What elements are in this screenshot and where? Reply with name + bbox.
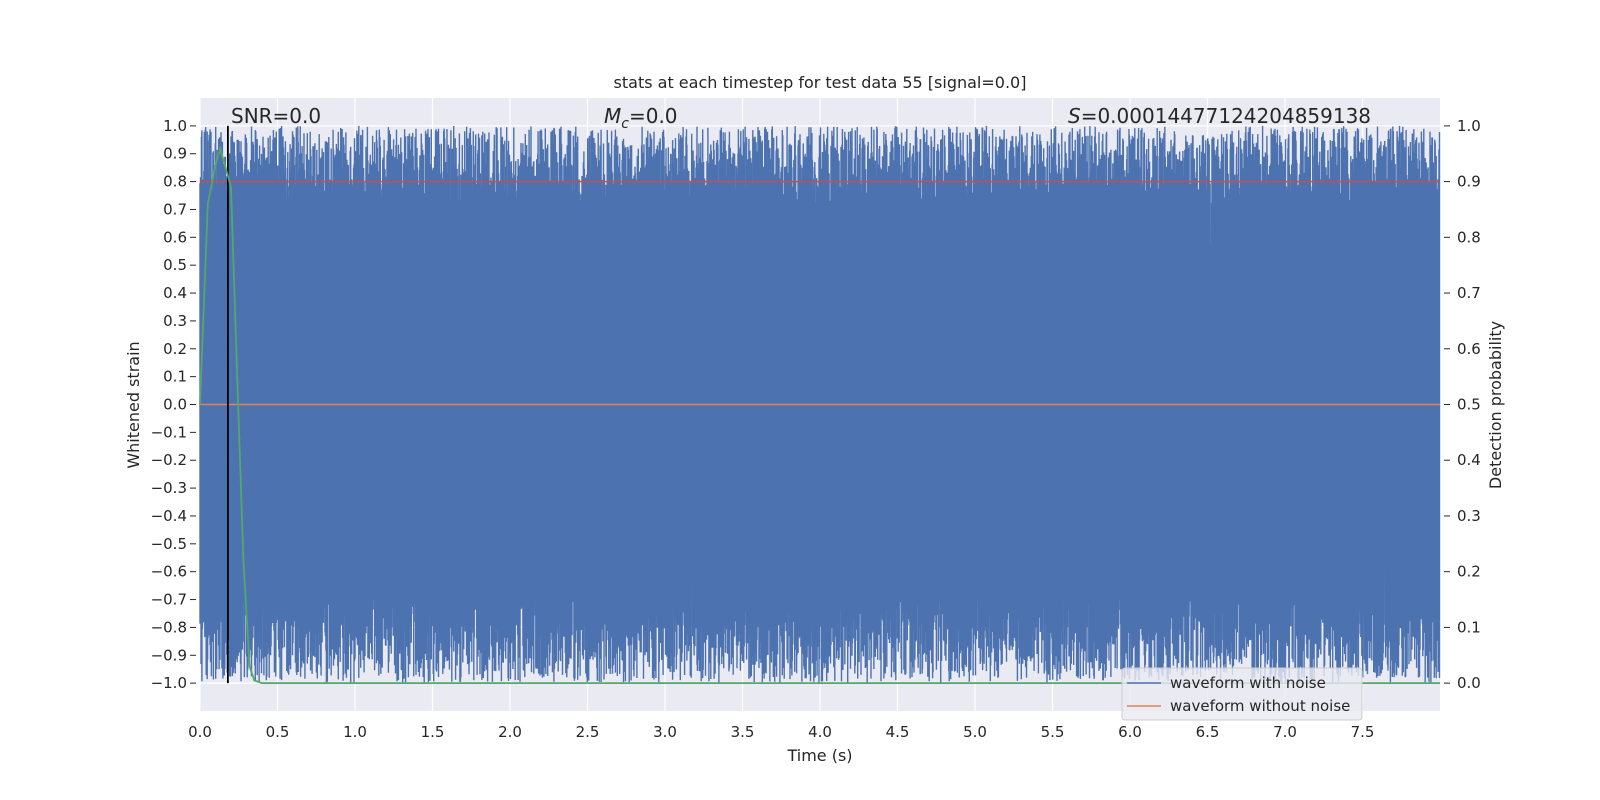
x-tick-label: 3.0 (653, 723, 677, 741)
y2-tick-label: 0.2 (1457, 563, 1481, 581)
x-tick-label: 5.0 (963, 723, 987, 741)
legend: waveform with noise waveform without noi… (1121, 667, 1363, 721)
legend-box (1121, 667, 1363, 721)
y-tick-label: −0.5 (151, 535, 187, 553)
y-tick-label: 0.2 (163, 340, 187, 358)
legend-label-clean: waveform without noise (1170, 697, 1350, 715)
y2-tick-label: 0.8 (1457, 228, 1481, 246)
y2-axis-label: Detection probability (1486, 321, 1505, 489)
y-tick-label: −0.1 (151, 423, 187, 441)
annotation-mc-symbol: M (604, 104, 621, 128)
y-tick-label: −0.8 (151, 618, 187, 636)
y-tick-label: 0.5 (163, 256, 187, 274)
x-tick-label: 1.5 (421, 723, 445, 741)
y2-tick-label: 0.1 (1457, 618, 1481, 636)
y-tick-label: 0.1 (163, 368, 187, 386)
x-tick-label: 0.0 (188, 723, 212, 741)
y2-tick-label: 0.3 (1457, 507, 1481, 525)
y-tick-label: 0.4 (163, 284, 187, 302)
x-tick-label: 4.0 (808, 723, 832, 741)
y2-tick-label: 0.4 (1457, 451, 1481, 469)
y-tick-label: −1.0 (151, 674, 187, 692)
y-tick-label: −0.3 (151, 479, 187, 497)
x-tick-label: 6.0 (1118, 723, 1142, 741)
series-detection-probability (199, 144, 1440, 684)
y-tick-label: −0.2 (151, 451, 187, 469)
x-tick-label: 1.0 (343, 723, 367, 741)
y2-tick-label: 0.5 (1457, 396, 1481, 414)
x-tick-label: 2.5 (576, 723, 600, 741)
series-waveform-with-noise (199, 125, 1441, 684)
y-tick-label: −0.7 (151, 591, 187, 609)
y-tick-label: 0.9 (163, 145, 187, 163)
y2-tick-label: 0.6 (1457, 340, 1481, 358)
y2-tick-label: 0.0 (1457, 674, 1481, 692)
annotation-mc-sub: c (621, 116, 629, 132)
y-tick-label: 0.0 (163, 396, 187, 414)
y-tick-label: −0.6 (151, 563, 187, 581)
legend-label-noise: waveform with noise (1170, 674, 1326, 692)
annotation-s: S=0.00014477124204859138 (1068, 104, 1371, 128)
x-tick-label: 4.5 (886, 723, 910, 741)
annotation-s-value: =0.00014477124204859138 (1081, 104, 1371, 128)
lines-layer (199, 125, 1440, 684)
x-tick-label: 5.5 (1041, 723, 1065, 741)
noise-series (199, 125, 1441, 684)
y-tick-label: −0.9 (151, 646, 187, 664)
ticks-layer: 0.0 0.5 1.0 1.5 2.0 2.5 3.0 3.5 4.0 4.5 5.0 5.5 6.0 6… (151, 117, 1481, 741)
x-tick-label: 0.5 (266, 723, 290, 741)
annotation-snr: SNR=0.0 (231, 104, 321, 128)
y-axis-label: Whitened strain (124, 341, 143, 468)
annotation-s-symbol: S (1068, 104, 1081, 128)
chart-title: stats at each timestep for test data 55 … (614, 73, 1027, 92)
x-tick-label: 2.0 (498, 723, 522, 741)
x-tick-label: 7.5 (1351, 723, 1375, 741)
y2-tick-label: 1.0 (1457, 117, 1481, 135)
y-tick-label: 0.8 (163, 173, 187, 191)
x-tick-label: 3.5 (731, 723, 755, 741)
y-tick-label: −0.4 (151, 507, 187, 525)
y-tick-label: 1.0 (163, 117, 187, 135)
y2-tick-label: 0.7 (1457, 284, 1481, 302)
y-tick-label: 0.7 (163, 200, 187, 218)
x-axis-label: Time (s) (786, 746, 852, 765)
y2-tick-label: 0.9 (1457, 173, 1481, 191)
annotation-mc-value: =0.0 (629, 104, 678, 128)
y-tick-label: 0.6 (163, 228, 187, 246)
annotation-mc: Mc=0.0 (604, 104, 678, 132)
y-tick-label: 0.3 (163, 312, 187, 330)
x-tick-label: 6.5 (1196, 723, 1220, 741)
x-tick-label: 7.0 (1273, 723, 1297, 741)
